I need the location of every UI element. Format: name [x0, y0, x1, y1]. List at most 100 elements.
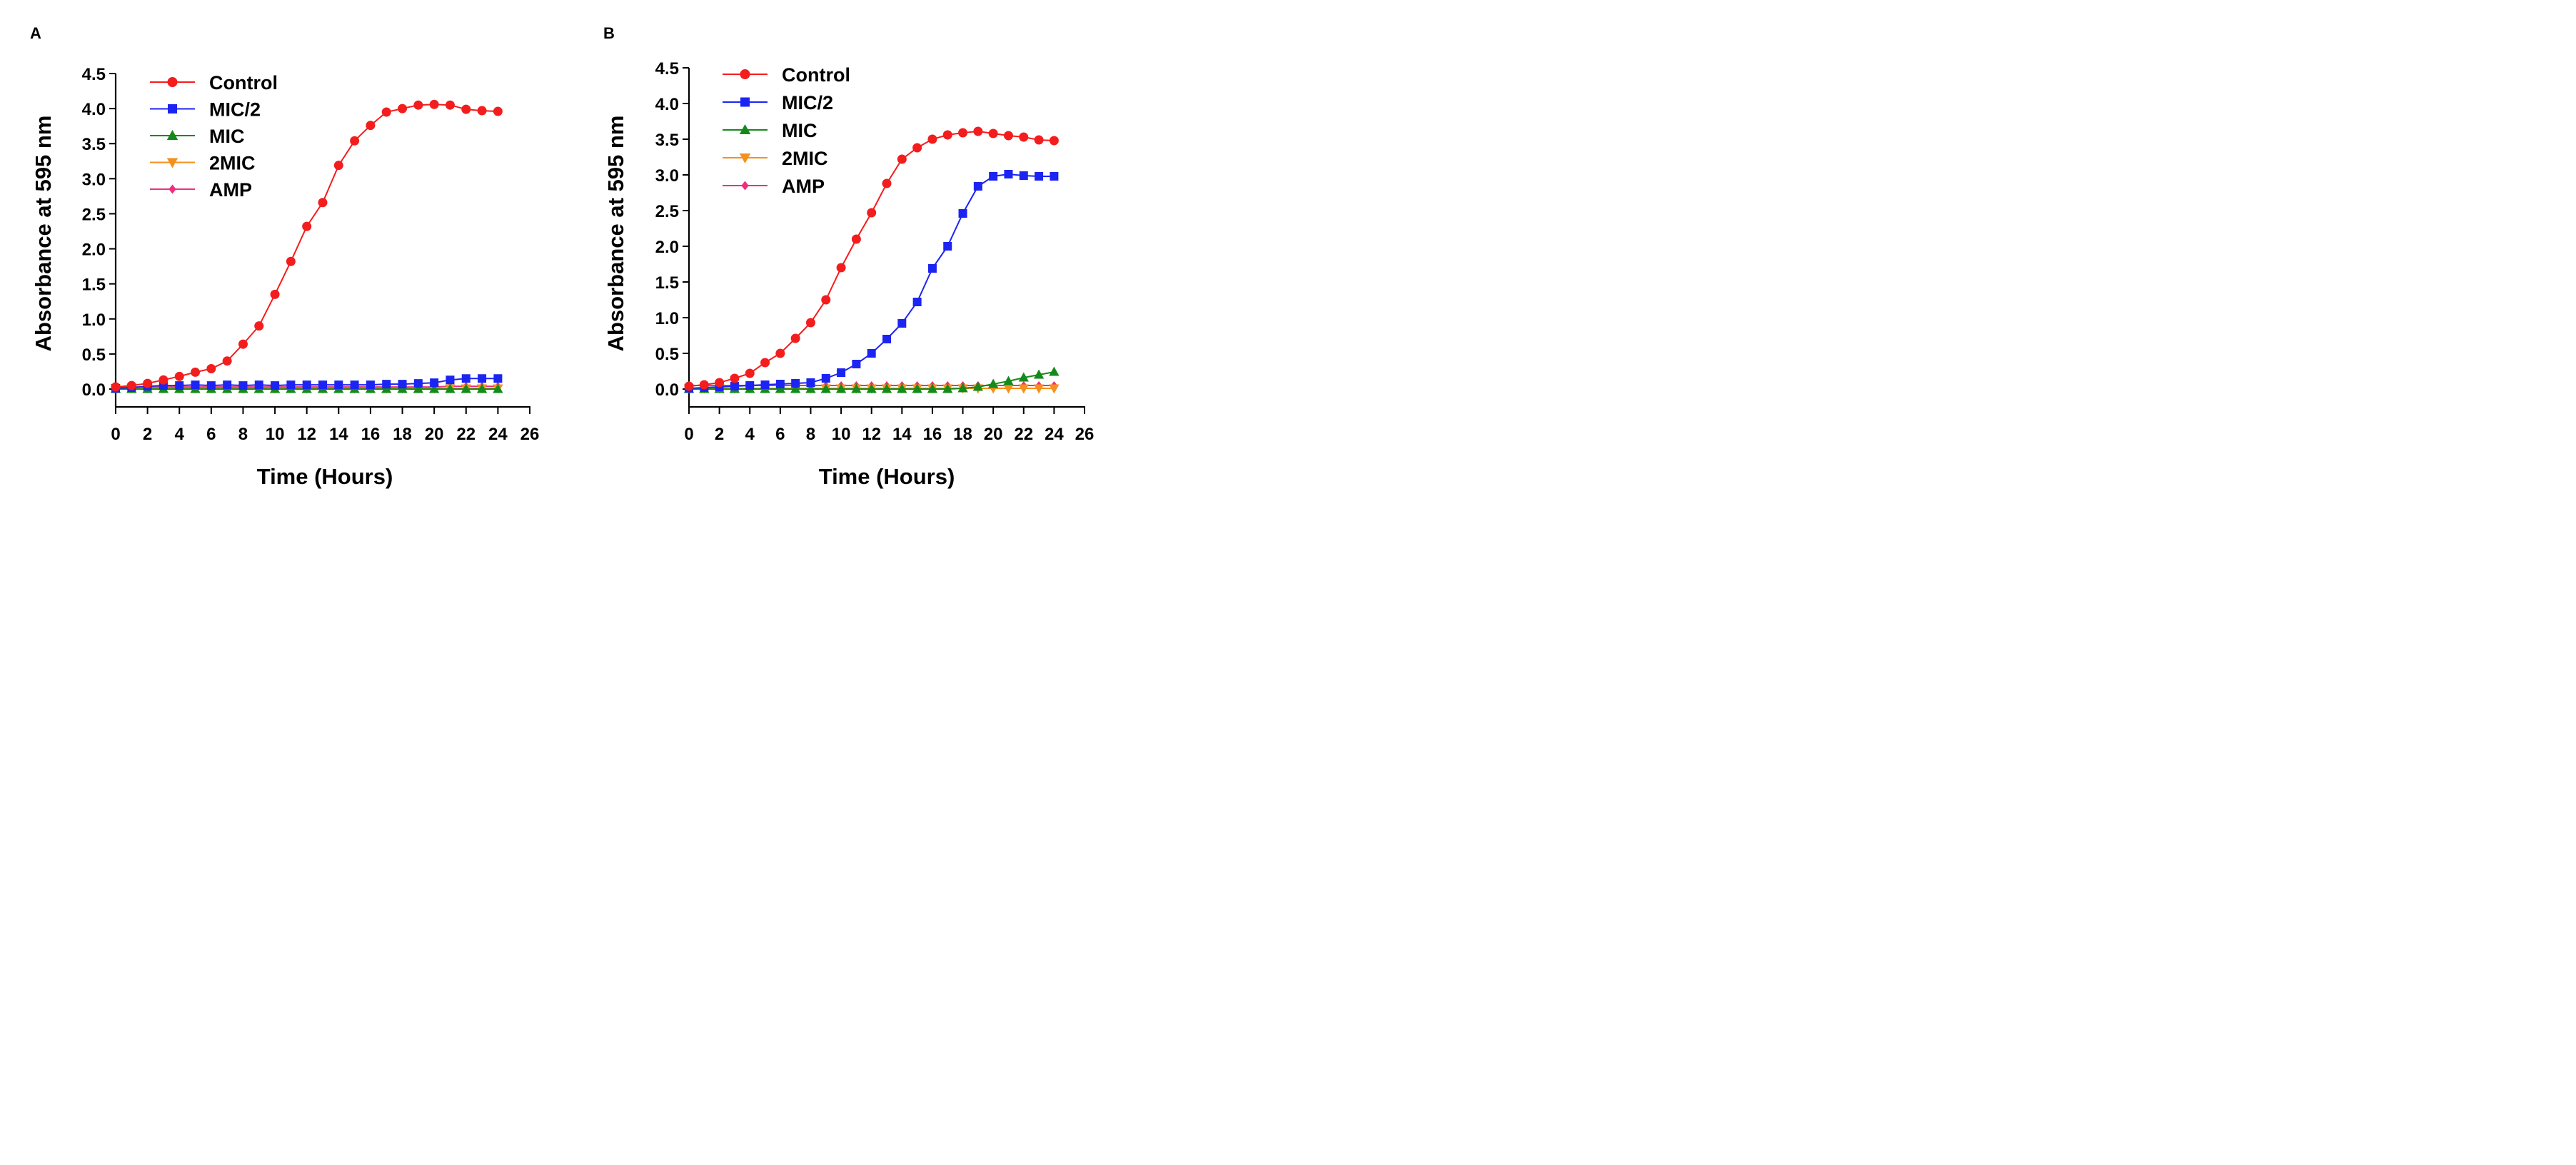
x-tick-label: 6 [775, 425, 785, 444]
legend-marker [740, 97, 750, 107]
x-tick-label: 22 [1014, 425, 1033, 444]
legend-marker [166, 158, 178, 168]
y-axis-title-b: Absorbance at 595 nm [603, 116, 628, 352]
data-point [111, 382, 121, 392]
data-point [350, 136, 360, 146]
data-point [143, 378, 153, 388]
data-point [222, 356, 232, 366]
legend-label: Control [782, 64, 850, 86]
data-point [715, 378, 725, 388]
data-point [805, 383, 816, 393]
y-tick-label: 0.5 [82, 346, 106, 365]
x-tick-label: 0 [684, 425, 693, 444]
data-point [271, 381, 280, 390]
x-tick-label: 2 [143, 425, 152, 444]
data-point [270, 289, 280, 299]
data-point [851, 383, 862, 393]
data-point [745, 368, 755, 378]
data-point [461, 104, 471, 114]
x-tick-label: 12 [862, 425, 881, 444]
y-tick-label: 0.0 [655, 380, 679, 400]
data-point [745, 381, 755, 390]
legend-item: 2MIC [723, 148, 828, 169]
data-point [413, 383, 423, 393]
data-point [429, 99, 439, 109]
data-point [174, 371, 184, 381]
data-point [806, 378, 815, 387]
data-point [912, 143, 922, 153]
data-point [254, 321, 264, 331]
y-tick-label: 3.5 [655, 131, 679, 150]
data-point [882, 335, 891, 343]
series-line [115, 104, 498, 388]
x-axis-title-b: Time (Hours) [819, 464, 955, 489]
data-point [866, 383, 877, 393]
y-tick-label: 0.0 [82, 380, 106, 400]
x-tick-label: 20 [984, 425, 1003, 444]
data-point [1049, 136, 1059, 146]
data-point [381, 107, 391, 117]
data-point [191, 367, 201, 377]
data-point [476, 383, 488, 393]
data-point [1019, 171, 1028, 180]
y-tick-label: 3.5 [82, 135, 106, 154]
data-point [1035, 172, 1044, 181]
y-tick-label: 4.5 [655, 59, 679, 79]
x-tick-label: 14 [329, 425, 348, 444]
y-tick-label: 4.0 [82, 100, 106, 119]
data-point [302, 221, 312, 231]
data-point [1034, 135, 1044, 145]
data-point [350, 380, 359, 390]
data-point [684, 381, 694, 391]
data-point [988, 128, 998, 138]
x-tick-label: 12 [297, 425, 316, 444]
data-point [478, 374, 487, 383]
legend-marker [741, 181, 749, 191]
data-point [1033, 384, 1045, 394]
data-point [238, 339, 248, 349]
data-point [175, 381, 184, 390]
data-point [760, 380, 770, 389]
x-tick-label: 2 [715, 425, 724, 444]
x-tick-label: 24 [488, 425, 508, 444]
legend-item: MIC [150, 126, 245, 147]
legend-label: MIC/2 [209, 99, 261, 121]
legend-label: 2MIC [782, 148, 828, 169]
data-point [318, 380, 327, 390]
data-point [1019, 132, 1029, 142]
data-point [837, 368, 846, 377]
x-axis-title-a: Time (Hours) [257, 464, 393, 489]
y-tick-label: 4.0 [655, 95, 679, 114]
data-point [775, 380, 785, 388]
x-tick-label: 16 [923, 425, 942, 444]
data-point [206, 364, 216, 374]
series-mic-2 [111, 374, 503, 393]
data-point [897, 383, 907, 393]
y-tick-label: 1.5 [655, 273, 679, 293]
legend-item: MIC [723, 120, 817, 141]
legend-item: Control [723, 64, 850, 86]
data-point [398, 104, 408, 114]
data-point [927, 264, 937, 273]
data-point [191, 380, 200, 390]
data-point [493, 383, 503, 393]
data-point [238, 381, 248, 390]
data-point [835, 383, 847, 393]
x-tick-label: 0 [111, 425, 120, 444]
x-tick-label: 26 [520, 425, 540, 444]
x-tick-label: 8 [238, 425, 248, 444]
data-point [775, 348, 785, 358]
data-point [445, 383, 456, 393]
data-point [493, 106, 503, 116]
data-point [429, 383, 440, 393]
data-point [790, 333, 800, 343]
data-point [927, 134, 937, 144]
data-point [881, 383, 892, 393]
data-point [957, 383, 968, 393]
data-point [988, 378, 999, 388]
data-point [912, 383, 922, 393]
legend-label: AMP [782, 176, 825, 197]
x-tick-label: 10 [266, 425, 285, 444]
data-point [318, 198, 328, 208]
legend-item: AMP [723, 176, 825, 197]
